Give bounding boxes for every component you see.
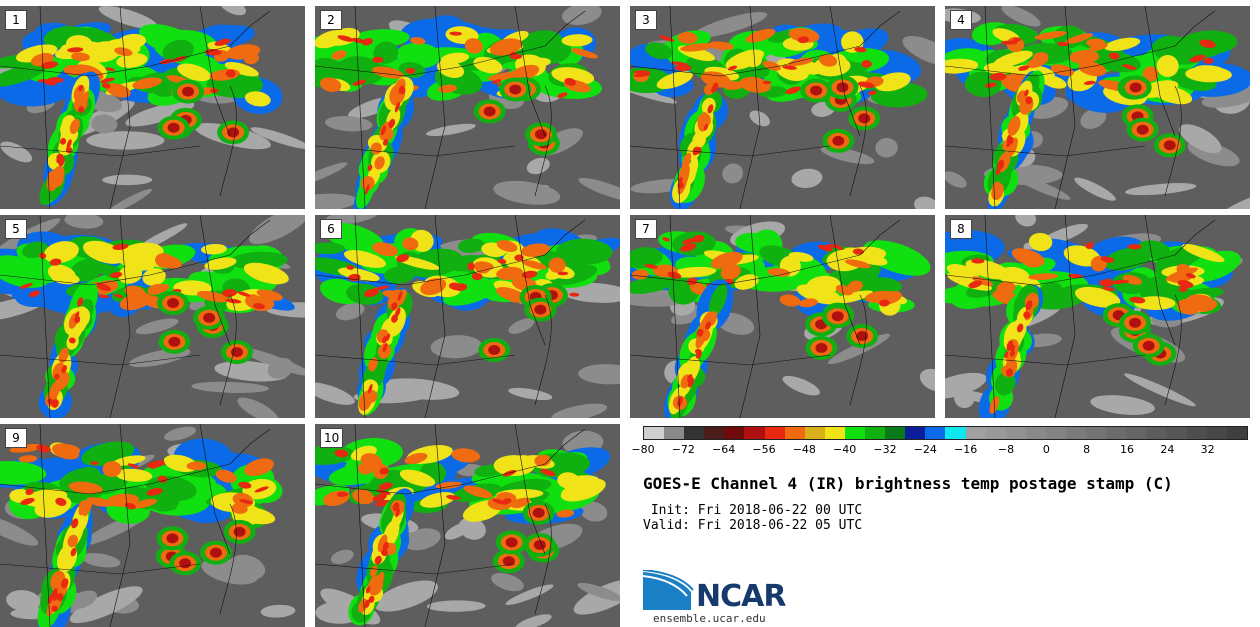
colorbar-cell <box>664 427 685 439</box>
colorbar-tick-label: 0 <box>1042 443 1050 456</box>
ir-map-4 <box>945 6 1250 209</box>
colorbar-cell <box>865 427 886 439</box>
ir-map-6 <box>315 215 620 418</box>
colorbar-tick-label: −32 <box>873 443 897 456</box>
stamp-label: 10 <box>320 428 344 448</box>
colorbar-ticks: −80 −72 −64 −56 −48 −40 −32 −24 −16 −8 0 8 16 24 32 <box>631 443 1248 459</box>
ir-map-5 <box>0 215 305 418</box>
colorbar-tick-label: −80 <box>631 443 655 456</box>
colorbar <box>643 426 1248 440</box>
colorbar-cell <box>724 427 745 439</box>
colorbar-cell <box>945 427 966 439</box>
colorbar-cell <box>644 427 665 439</box>
colorbar-tick-label: −16 <box>954 443 978 456</box>
colorbar-cell <box>1045 427 1066 439</box>
ir-map-2 <box>315 6 620 209</box>
stamp-7[interactable]: 7 <box>630 215 935 418</box>
colorbar-cell <box>1086 427 1107 439</box>
page-title: GOES-E Channel 4 (IR) brightness temp po… <box>643 474 1173 493</box>
colorbar-cell <box>1065 427 1087 439</box>
colorbar-cell <box>744 427 765 439</box>
colorbar-tick-label: −64 <box>712 443 736 456</box>
ir-map-8 <box>945 215 1250 418</box>
ir-map-3 <box>630 6 935 209</box>
colorbar-tick-label: −8 <box>997 443 1015 456</box>
stamp-5[interactable]: 5 <box>0 215 305 418</box>
colorbar-tick-label: −48 <box>792 443 816 456</box>
colorbar-cell <box>985 427 1006 439</box>
colorbar-cell <box>1186 427 1207 439</box>
stamp-4[interactable]: 4 <box>945 6 1250 209</box>
colorbar-cell <box>764 427 785 439</box>
stamp-1[interactable]: 1 <box>0 6 305 209</box>
colorbar-cell <box>885 427 906 439</box>
stamp-label: 6 <box>320 219 342 239</box>
colorbar-cell <box>905 427 926 439</box>
colorbar-cell <box>1166 427 1187 439</box>
stamp-label: 8 <box>950 219 972 239</box>
valid-time: Valid: Fri 2018-06-22 05 UTC <box>643 518 863 533</box>
stamp-label: 5 <box>5 219 27 239</box>
colorbar-tick-label: −72 <box>671 443 695 456</box>
stamp-9[interactable]: 9 <box>0 424 305 627</box>
ir-map-10 <box>315 424 620 627</box>
colorbar-cell <box>1106 427 1127 439</box>
colorbar-cell <box>1126 427 1147 439</box>
ir-map-9 <box>0 424 305 627</box>
stamp-6[interactable]: 6 <box>315 215 620 418</box>
colorbar-cell <box>824 427 845 439</box>
colorbar-cell <box>684 427 705 439</box>
stamp-3[interactable]: 3 <box>630 6 935 209</box>
stamp-label: 9 <box>5 428 27 448</box>
stamp-label: 2 <box>320 10 342 30</box>
ir-map-7 <box>630 215 935 418</box>
colorbar-cell <box>925 427 946 439</box>
stamp-2[interactable]: 2 <box>315 6 620 209</box>
website-link[interactable]: ensemble.ucar.edu <box>653 612 766 625</box>
ncar-logo-text: NCAR <box>696 579 786 614</box>
stamp-label: 4 <box>950 10 972 30</box>
colorbar-cell <box>704 427 725 439</box>
colorbar-tick-label: 24 <box>1160 443 1175 456</box>
ir-map-1 <box>0 6 305 209</box>
init-time: Init: Fri 2018-06-22 00 UTC <box>643 503 863 518</box>
stamp-label: 1 <box>5 10 27 30</box>
colorbar-tick-label: 8 <box>1083 443 1091 456</box>
colorbar-cell <box>1226 427 1247 439</box>
colorbar-tick-label: −56 <box>752 443 776 456</box>
stamp-10[interactable]: 10 <box>315 424 620 627</box>
colorbar-cell <box>844 427 866 439</box>
stamp-label: 7 <box>635 219 657 239</box>
colorbar-cell <box>1206 427 1227 439</box>
stamp-label: 3 <box>635 10 657 30</box>
colorbar-cell <box>1146 427 1167 439</box>
colorbar-tick-label: −40 <box>833 443 857 456</box>
ncar-logo-icon <box>643 570 694 610</box>
colorbar-tick-label: 32 <box>1200 443 1215 456</box>
colorbar-cell <box>965 427 986 439</box>
stamp-8[interactable]: 8 <box>945 215 1250 418</box>
colorbar-cell <box>1025 427 1046 439</box>
colorbar-cell <box>1005 427 1026 439</box>
colorbar-tick-label: 16 <box>1120 443 1134 456</box>
colorbar-cell <box>804 427 825 439</box>
colorbar-tick-label: −24 <box>913 443 937 456</box>
colorbar-cell <box>784 427 805 439</box>
